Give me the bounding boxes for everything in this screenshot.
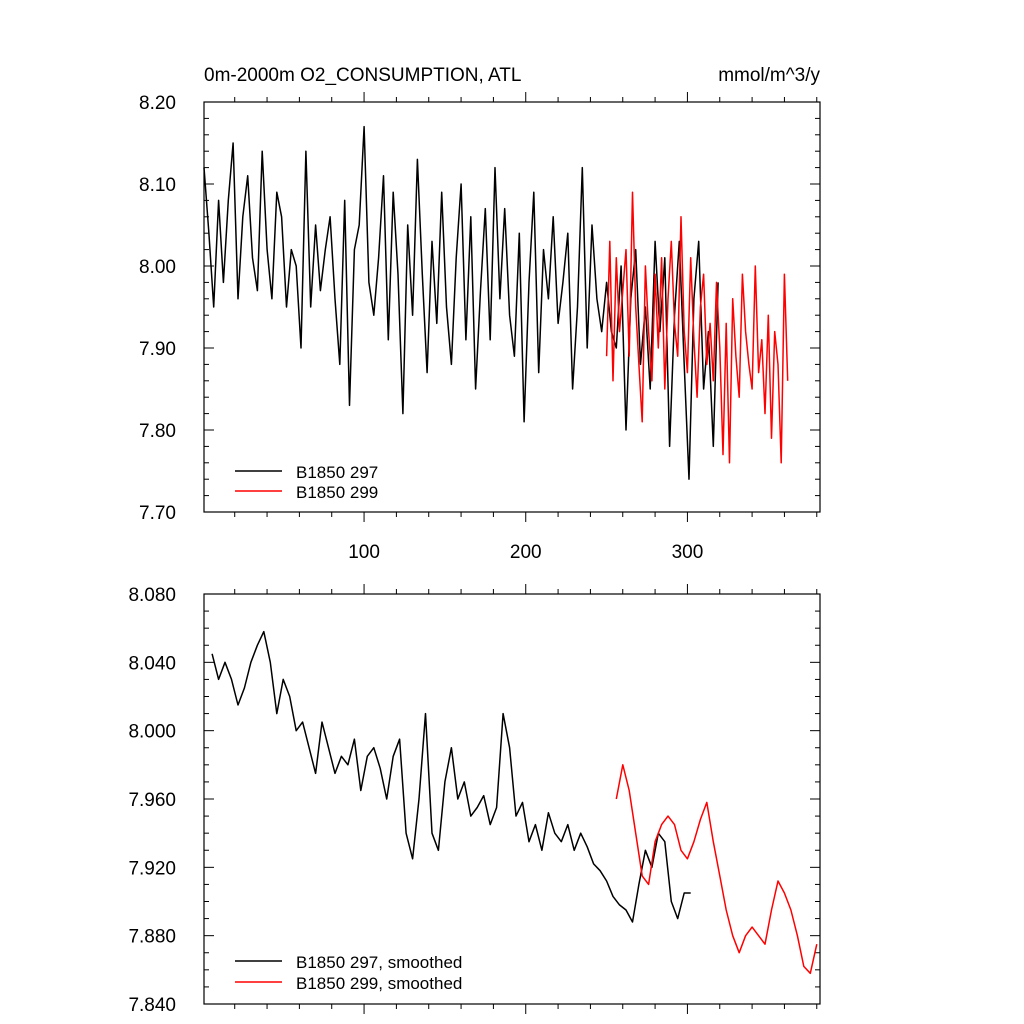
x-tick-labels: 100 200 300 xyxy=(348,542,703,563)
legend: B1850 297, smoothed B1850 299, smoothed xyxy=(235,953,462,993)
legend-label-b1850-297: B1850 297 xyxy=(296,463,378,482)
series-group xyxy=(211,630,818,975)
series-group xyxy=(203,125,789,480)
legend-label-b1850-297-smoothed: B1850 297, smoothed xyxy=(296,953,462,972)
chart-title: 0m-2000m O2_CONSUMPTION, ATL xyxy=(204,65,521,86)
series-line-b1850-297 xyxy=(203,125,719,480)
legend-label-b1850-299-smoothed: B1850 299, smoothed xyxy=(296,974,462,993)
bottom-panel: 7.840 7.880 7.920 7.960 8.000 8.040 8.080 B185… xyxy=(128,584,821,1016)
y-tick-labels: 7.70 7.80 7.90 8.00 8.10 8.20 xyxy=(139,93,176,524)
y-tick-label: 7.70 xyxy=(139,503,176,524)
y-tick-label: 8.080 xyxy=(128,585,176,606)
y-tick-labels: 7.840 7.880 7.920 7.960 8.000 8.040 8.080 xyxy=(128,585,176,1016)
y-tick-label: 8.20 xyxy=(139,93,176,114)
y-tick-label: 8.040 xyxy=(128,653,176,674)
y-tick-label: 7.80 xyxy=(139,421,176,442)
y-tick-label: 7.920 xyxy=(128,858,176,879)
x-tick-label: 200 xyxy=(510,542,542,563)
y-tick-label: 7.840 xyxy=(128,995,176,1016)
x-tick-label: 100 xyxy=(348,542,380,563)
units-label: mmol/m^3/y xyxy=(718,65,820,86)
y-tick-label: 8.10 xyxy=(139,175,176,196)
plot-frame xyxy=(203,101,821,513)
series-line-b1850-299 xyxy=(605,191,789,464)
x-tick-label: 300 xyxy=(672,542,704,563)
series-line-b1850-297-smoothed xyxy=(211,630,691,923)
y-tick-label: 7.90 xyxy=(139,339,176,360)
legend: B1850 297 B1850 299 xyxy=(235,463,378,502)
plot-frame xyxy=(203,593,821,1005)
y-tick-label: 8.000 xyxy=(128,722,176,743)
y-tick-label: 8.00 xyxy=(139,257,176,278)
top-panel: 0m-2000m O2_CONSUMPTION, ATL mmol/m^3/y … xyxy=(139,65,821,563)
y-tick-label: 7.880 xyxy=(128,927,176,948)
legend-label-b1850-299: B1850 299 xyxy=(296,483,378,502)
y-tick-label: 7.960 xyxy=(128,790,176,811)
axis-ticks xyxy=(204,92,820,522)
series-line-b1850-299-smoothed xyxy=(615,764,818,975)
axis-ticks xyxy=(204,584,820,1014)
